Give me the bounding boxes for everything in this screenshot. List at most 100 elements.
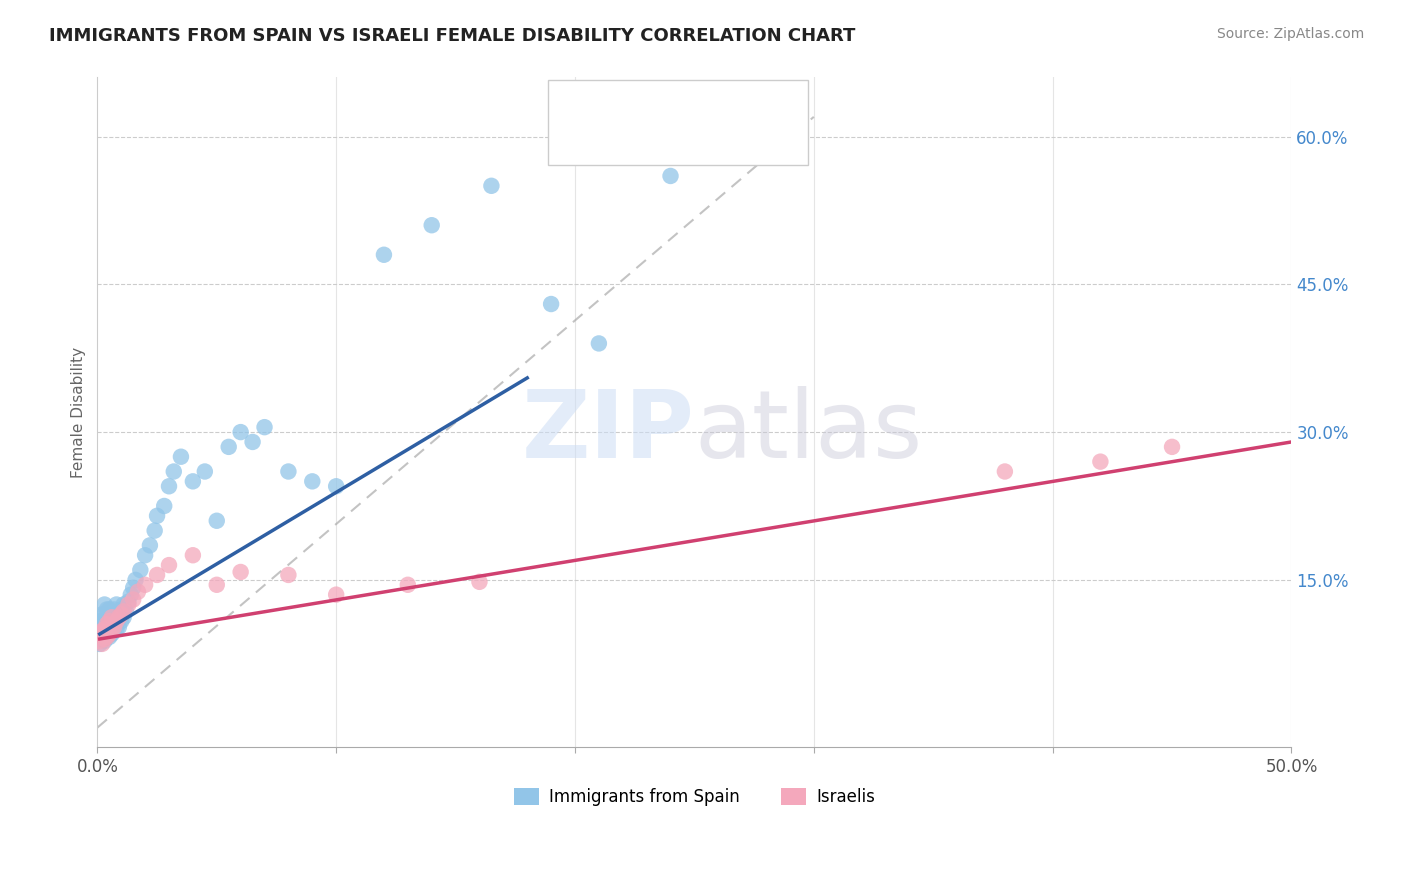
Point	[89, 622, 111, 636]
Point	[98, 612, 121, 626]
Point	[96, 630, 118, 644]
Point	[89, 634, 111, 648]
Point	[229, 425, 252, 439]
Point	[181, 548, 204, 562]
Point	[103, 620, 125, 634]
Point	[242, 434, 264, 449]
Point	[103, 614, 125, 628]
Point	[93, 607, 115, 622]
Point	[93, 632, 115, 646]
Point	[105, 610, 128, 624]
Point	[100, 624, 122, 639]
Point	[205, 514, 228, 528]
Point	[122, 581, 145, 595]
Point	[96, 617, 118, 632]
Point	[253, 420, 276, 434]
Point	[108, 620, 131, 634]
Point	[146, 508, 169, 523]
Point	[112, 604, 135, 618]
Point	[91, 624, 114, 639]
Legend: Immigrants from Spain, Israelis: Immigrants from Spain, Israelis	[508, 781, 882, 813]
Point	[105, 614, 128, 628]
Point	[153, 499, 176, 513]
Point	[277, 465, 299, 479]
Point	[481, 178, 503, 193]
Point	[89, 614, 111, 628]
Point	[373, 248, 395, 262]
Point	[229, 565, 252, 579]
Point	[468, 574, 491, 589]
Point	[157, 558, 180, 573]
Text: Source: ZipAtlas.com: Source: ZipAtlas.com	[1216, 27, 1364, 41]
Point	[108, 610, 131, 624]
Point	[420, 218, 443, 232]
Point	[96, 602, 118, 616]
Point	[91, 627, 114, 641]
Point	[96, 622, 118, 636]
Point	[181, 475, 204, 489]
Text: R = 0.523   N = 66: R = 0.523 N = 66	[600, 101, 745, 115]
Point	[277, 568, 299, 582]
Point	[1090, 455, 1112, 469]
Point	[110, 607, 132, 622]
Point	[89, 627, 111, 641]
Point	[396, 578, 419, 592]
Point	[588, 336, 610, 351]
Point	[96, 612, 118, 626]
Point	[93, 627, 115, 641]
Point	[129, 563, 152, 577]
Point	[91, 637, 114, 651]
Point	[117, 598, 139, 612]
Point	[110, 602, 132, 616]
Point	[205, 578, 228, 592]
Point	[105, 622, 128, 636]
Point	[134, 578, 156, 592]
Point	[112, 610, 135, 624]
Point	[117, 594, 139, 608]
Point	[105, 598, 128, 612]
Y-axis label: Female Disability: Female Disability	[72, 347, 86, 478]
Point	[91, 632, 114, 646]
Point	[93, 634, 115, 648]
Text: R = 0.686   N = 33: R = 0.686 N = 33	[600, 132, 745, 146]
Point	[112, 598, 135, 612]
Point	[89, 630, 111, 644]
Point	[122, 592, 145, 607]
Point	[163, 465, 186, 479]
Point	[194, 465, 217, 479]
Point	[143, 524, 166, 538]
Point	[93, 598, 115, 612]
Point	[134, 548, 156, 562]
Point	[1161, 440, 1184, 454]
Point	[127, 584, 149, 599]
Point	[994, 465, 1017, 479]
Point	[100, 610, 122, 624]
Point	[91, 617, 114, 632]
Point	[100, 604, 122, 618]
Point	[110, 614, 132, 628]
Point	[325, 588, 347, 602]
Point	[98, 622, 121, 636]
Point	[98, 614, 121, 628]
Point	[103, 602, 125, 616]
Point	[98, 602, 121, 616]
Text: ZIP: ZIP	[522, 386, 695, 478]
Point	[157, 479, 180, 493]
Point	[659, 169, 682, 183]
Point	[301, 475, 323, 489]
Point	[124, 573, 146, 587]
Point	[100, 627, 122, 641]
Text: IMMIGRANTS FROM SPAIN VS ISRAELI FEMALE DISABILITY CORRELATION CHART: IMMIGRANTS FROM SPAIN VS ISRAELI FEMALE …	[49, 27, 856, 45]
Point	[98, 630, 121, 644]
Point	[93, 617, 115, 632]
Point	[103, 624, 125, 639]
Point	[325, 479, 347, 493]
Point	[100, 617, 122, 632]
Point	[170, 450, 193, 464]
Point	[98, 627, 121, 641]
Text: atlas: atlas	[695, 386, 922, 478]
Point	[89, 637, 111, 651]
Point	[139, 538, 162, 552]
Point	[218, 440, 240, 454]
Point	[96, 630, 118, 644]
